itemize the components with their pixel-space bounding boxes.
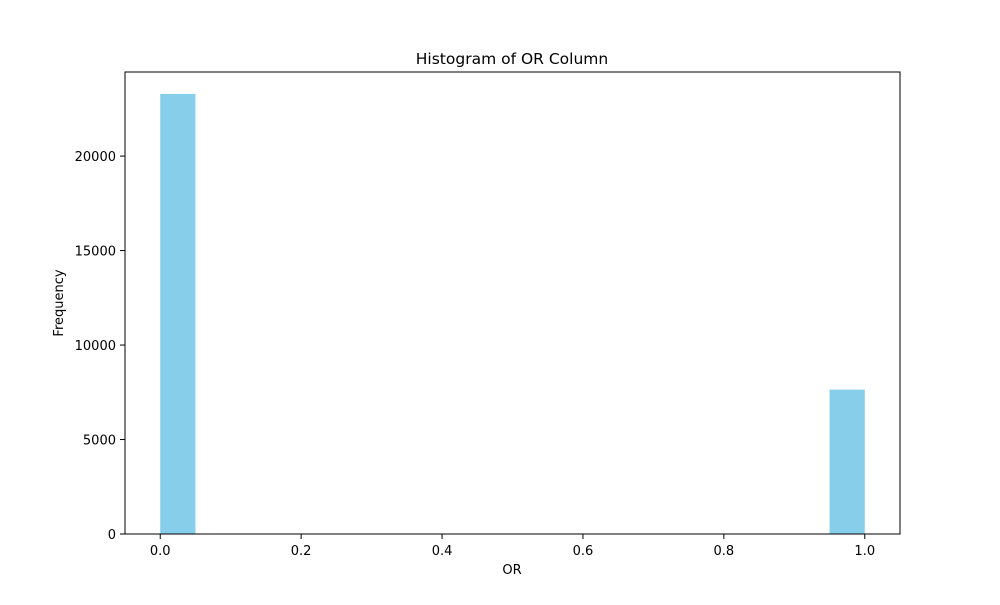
chart-title: Histogram of OR Column bbox=[416, 50, 608, 68]
x-axis: 0.0 0.2 0.4 0.6 0.8 1.0 bbox=[150, 534, 875, 559]
y-tick-label: 0 bbox=[108, 528, 116, 543]
y-tick-label: 5000 bbox=[83, 434, 116, 449]
plot-area-frame bbox=[124, 71, 901, 535]
histogram-bar-0 bbox=[160, 93, 196, 535]
x-tick-label: 0.0 bbox=[150, 544, 171, 559]
y-tick-label: 10000 bbox=[75, 339, 116, 354]
x-axis-label: OR bbox=[502, 563, 521, 578]
x-tick-label: 1.0 bbox=[854, 544, 875, 559]
y-axis-label: Frequency bbox=[52, 269, 67, 336]
x-tick-label: 0.6 bbox=[573, 544, 594, 559]
x-tick-label: 0.8 bbox=[714, 544, 735, 559]
x-tick-label: 0.2 bbox=[291, 544, 312, 559]
y-axis: 0 5000 10000 15000 20000 bbox=[75, 150, 125, 543]
y-tick-label: 20000 bbox=[75, 150, 116, 165]
bars-layer bbox=[160, 93, 865, 535]
y-tick-label: 15000 bbox=[75, 245, 116, 260]
histogram-bar-1 bbox=[829, 389, 865, 534]
x-tick-label: 0.4 bbox=[432, 544, 453, 559]
